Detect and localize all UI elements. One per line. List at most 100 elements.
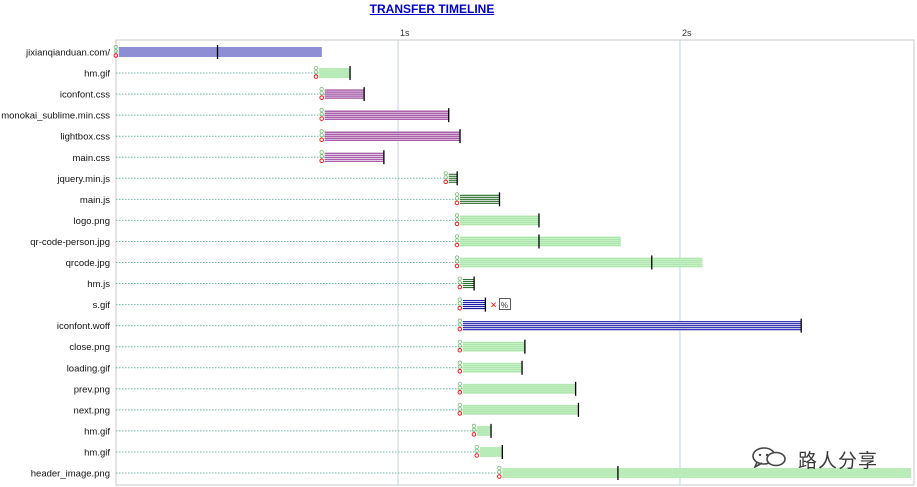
dns-marker: [457, 339, 462, 344]
chart-title[interactable]: TRANSFER TIMELINE: [369, 2, 495, 16]
connect-marker: [454, 259, 460, 264]
resource-label: qrcode.jpg: [66, 258, 110, 269]
request-marker: [454, 242, 460, 248]
x-tick-label: 1s: [400, 28, 410, 38]
connect-marker: [474, 448, 479, 454]
request-marker: [454, 263, 460, 269]
resource-label: hm.js: [87, 279, 110, 290]
dns-marker: [457, 402, 462, 407]
timeline-row: jixianqianduan.com/: [25, 44, 322, 59]
connect-marker: [457, 406, 462, 411]
dns-marker: [319, 129, 324, 134]
dns-marker: [457, 297, 462, 302]
resource-label: iconfont.woff: [57, 321, 111, 332]
watermark-text: 路人分享: [798, 450, 879, 472]
resource-label: loading.gif: [67, 363, 111, 374]
timeline-row: main.css: [73, 150, 385, 165]
connect-marker: [113, 48, 118, 54]
timeline-row: qr-code-person.jpg: [30, 234, 621, 249]
connect-marker: [457, 364, 462, 369]
request-marker: [457, 284, 463, 290]
dns-marker: [471, 423, 477, 428]
timeline-row: iconfont.woff: [57, 318, 802, 333]
connect-marker: [319, 154, 324, 159]
connect-marker: [313, 69, 319, 75]
connect-marker: [497, 469, 502, 475]
dns-marker: [113, 44, 118, 50]
request-marker: [319, 95, 324, 100]
resource-label: header_image.png: [31, 469, 110, 480]
request-marker: [319, 137, 324, 142]
connect-marker: [319, 112, 324, 117]
request-marker: [457, 390, 463, 395]
request-marker: [454, 221, 460, 227]
dns-marker: [454, 234, 460, 239]
dns-marker: [497, 465, 502, 471]
dns-marker: [313, 65, 319, 71]
timeline-row: main.js: [80, 192, 501, 207]
connect-marker: [454, 238, 460, 243]
timeline-row: header_image.png: [31, 465, 912, 480]
dns-marker: [474, 444, 479, 450]
request-marker: [319, 158, 324, 163]
connect-marker: [454, 196, 460, 201]
resource-label: next.png: [74, 405, 110, 416]
request-marker: [443, 179, 448, 185]
resource-label: main.js: [80, 195, 110, 206]
resource-label: qr-code-person.jpg: [30, 237, 110, 248]
resource-label: prev.png: [74, 384, 110, 395]
timeline-row: hm.js: [87, 276, 475, 291]
timeline-row: s.gif ×%: [93, 297, 511, 312]
timeline-row: hm.gif: [84, 65, 351, 81]
resource-label: hm.gif: [84, 447, 110, 458]
dns-marker: [457, 276, 462, 281]
request-marker: [313, 74, 319, 79]
timeline-row: qrcode.jpg: [66, 255, 703, 270]
dns-marker: [443, 171, 448, 176]
timeline-row: logo.png: [74, 213, 540, 228]
dns-marker: [457, 318, 462, 323]
request-marker: [457, 411, 463, 416]
watermark: 路人分享: [752, 444, 902, 472]
timeline-row: lightbox.css: [60, 129, 461, 144]
connect-marker: [319, 91, 324, 96]
timeline-row: monokai_sublime.min.css: [1, 108, 450, 123]
connect-marker: [457, 343, 462, 348]
connect-marker: [471, 427, 477, 432]
timeline-row: hm.gif: [84, 423, 492, 438]
request-marker: [454, 200, 460, 206]
timeline-row: iconfont.css: [60, 87, 365, 102]
resource-label: lightbox.css: [60, 132, 110, 143]
timeline-row: loading.gif: [67, 360, 523, 375]
dns-marker: [454, 255, 460, 260]
timeline-row: prev.png: [74, 381, 577, 396]
request-marker: [113, 53, 119, 58]
connect-marker: [319, 133, 324, 138]
dns-marker: [319, 87, 324, 92]
connect-marker: [443, 175, 448, 180]
request-marker: [457, 347, 463, 353]
request-marker: [497, 474, 502, 479]
x-tick-label: 2s: [682, 28, 692, 38]
resource-label: monokai_sublime.min.css: [1, 111, 110, 122]
connect-marker: [457, 322, 462, 327]
timeline-row: hm.gif: [84, 444, 503, 459]
dns-marker: [454, 213, 460, 218]
dns-marker: [319, 108, 324, 113]
request-marker: [474, 453, 480, 458]
timeline-row: jquery.min.js: [56, 171, 458, 186]
request-marker: [457, 326, 463, 332]
timeline-row: close.png: [69, 339, 526, 354]
info-glyph: %: [501, 301, 508, 310]
resource-label: hm.gif: [84, 426, 110, 437]
resource-label: logo.png: [74, 216, 110, 227]
connect-marker: [457, 280, 462, 285]
resource-label: hm.gif: [84, 69, 110, 80]
resource-label: jixianqianduan.com/: [25, 48, 110, 59]
resource-label: s.gif: [93, 300, 111, 311]
error-icon: ×: [490, 300, 496, 312]
connect-marker: [454, 217, 460, 222]
info-box-icon: [498, 298, 511, 311]
timeline-row: next.png: [74, 402, 580, 417]
